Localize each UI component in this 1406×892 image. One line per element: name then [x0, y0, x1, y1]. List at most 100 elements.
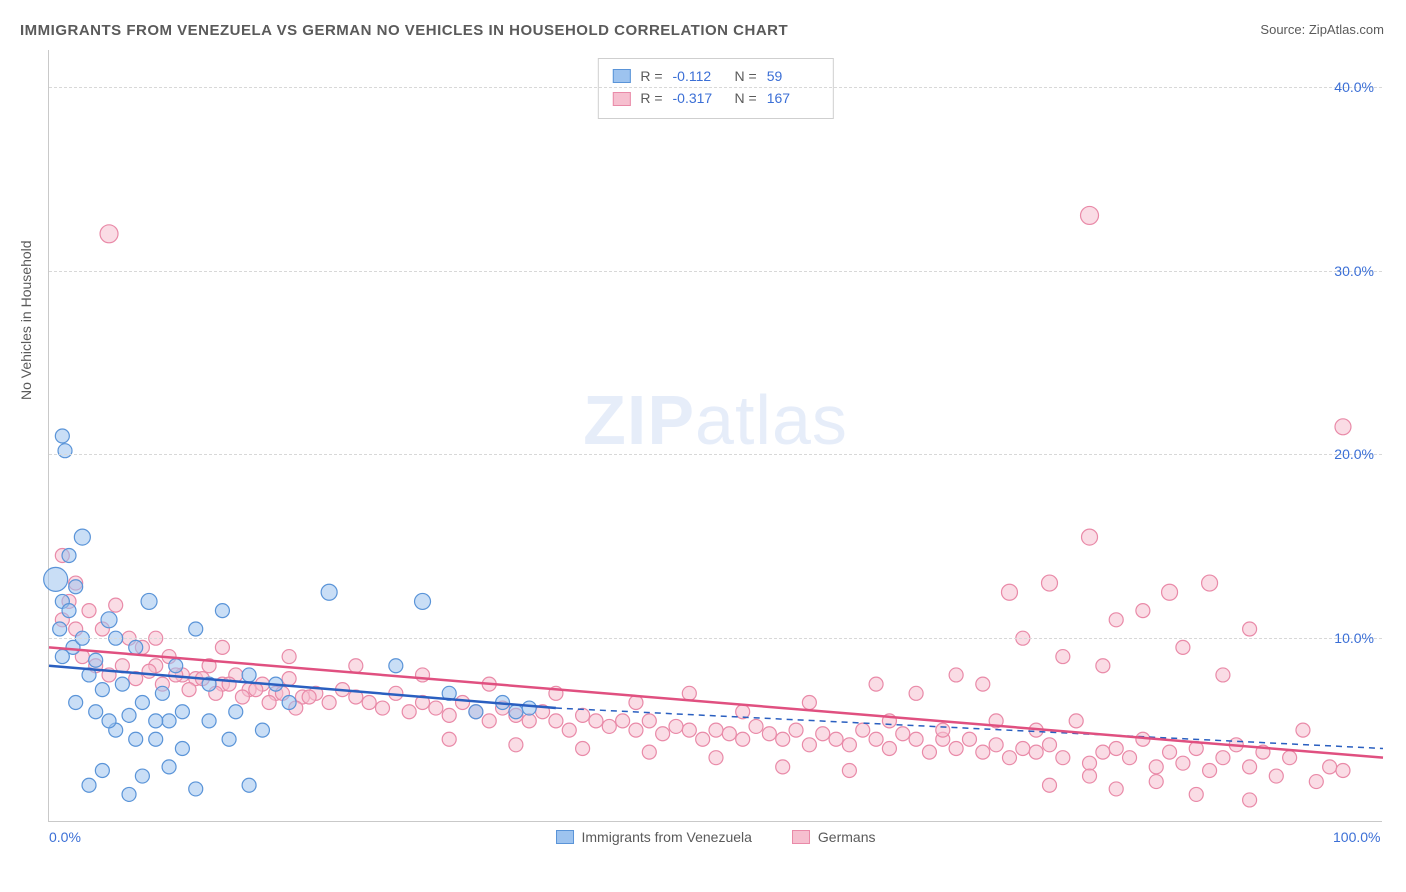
- data-point: [909, 686, 923, 700]
- legend-label: Immigrants from Venezuela: [582, 829, 752, 845]
- data-point: [549, 714, 563, 728]
- data-point: [95, 683, 109, 697]
- chart-title: IMMIGRANTS FROM VENEZUELA VS GERMAN NO V…: [20, 22, 788, 39]
- data-point: [682, 723, 696, 737]
- x-tick-label: 100.0%: [1333, 829, 1380, 845]
- source-attribution: Source: ZipAtlas.com: [1260, 22, 1384, 37]
- data-point: [55, 429, 69, 443]
- data-point: [142, 664, 156, 678]
- data-point: [1216, 668, 1230, 682]
- data-point: [1149, 760, 1163, 774]
- data-point: [949, 741, 963, 755]
- data-point: [482, 714, 496, 728]
- data-point: [522, 701, 536, 715]
- data-point: [1335, 419, 1351, 435]
- x-tick-label: 0.0%: [49, 829, 81, 845]
- data-point: [1162, 584, 1178, 600]
- data-point: [616, 714, 630, 728]
- data-point: [215, 604, 229, 618]
- data-point: [1109, 613, 1123, 627]
- data-point: [58, 444, 72, 458]
- y-tick-label: 40.0%: [1334, 79, 1374, 95]
- data-point: [122, 708, 136, 722]
- data-point: [389, 659, 403, 673]
- data-point: [856, 723, 870, 737]
- data-point: [1096, 745, 1110, 759]
- data-point: [74, 529, 90, 545]
- data-point: [642, 745, 656, 759]
- y-tick-label: 30.0%: [1334, 263, 1374, 279]
- data-point: [976, 677, 990, 691]
- data-point: [175, 741, 189, 755]
- data-point: [696, 732, 710, 746]
- data-point: [456, 696, 470, 710]
- data-point: [1081, 206, 1099, 224]
- source-value: ZipAtlas.com: [1309, 22, 1384, 37]
- data-point: [262, 696, 276, 710]
- data-point: [1082, 529, 1098, 545]
- data-point: [909, 732, 923, 746]
- legend-item: Germans: [792, 829, 876, 845]
- scatter-svg: [49, 50, 1382, 821]
- data-point: [115, 677, 129, 691]
- data-point: [282, 650, 296, 664]
- data-point: [44, 567, 68, 591]
- data-point: [175, 705, 189, 719]
- data-point: [776, 760, 790, 774]
- gridline: [49, 638, 1382, 639]
- data-point: [1096, 659, 1110, 673]
- data-point: [682, 686, 696, 700]
- data-point: [255, 723, 269, 737]
- data-point: [249, 683, 263, 697]
- data-point: [429, 701, 443, 715]
- data-point: [1056, 650, 1070, 664]
- data-point: [1189, 787, 1203, 801]
- data-point: [89, 653, 103, 667]
- source-label: Source:: [1260, 22, 1305, 37]
- data-point: [1269, 769, 1283, 783]
- data-point: [69, 580, 83, 594]
- data-point: [189, 622, 203, 636]
- data-point: [589, 714, 603, 728]
- data-point: [362, 696, 376, 710]
- data-point: [642, 714, 656, 728]
- data-point: [322, 696, 336, 710]
- data-point: [62, 604, 76, 618]
- data-point: [509, 705, 523, 719]
- data-point: [1109, 741, 1123, 755]
- data-point: [242, 668, 256, 682]
- data-point: [1336, 764, 1350, 778]
- data-point: [656, 727, 670, 741]
- data-point: [1243, 760, 1257, 774]
- data-point: [1203, 764, 1217, 778]
- data-point: [141, 593, 157, 609]
- data-point: [122, 787, 136, 801]
- data-point: [155, 686, 169, 700]
- y-tick-label: 20.0%: [1334, 446, 1374, 462]
- data-point: [53, 622, 67, 636]
- data-point: [602, 719, 616, 733]
- data-point: [109, 598, 123, 612]
- data-point: [102, 714, 116, 728]
- data-point: [789, 723, 803, 737]
- data-point: [722, 727, 736, 741]
- data-point: [669, 719, 683, 733]
- gridline: [49, 87, 1382, 88]
- data-point: [1323, 760, 1337, 774]
- data-point: [922, 745, 936, 759]
- data-point: [302, 690, 316, 704]
- data-point: [1043, 738, 1057, 752]
- data-point: [576, 708, 590, 722]
- legend-item: Immigrants from Venezuela: [556, 829, 752, 845]
- data-point: [629, 696, 643, 710]
- data-point: [282, 696, 296, 710]
- data-point: [802, 696, 816, 710]
- data-point: [442, 708, 456, 722]
- data-point: [469, 705, 483, 719]
- data-point: [1202, 575, 1218, 591]
- data-point: [736, 705, 750, 719]
- data-point: [129, 732, 143, 746]
- data-point: [129, 640, 143, 654]
- data-point: [229, 705, 243, 719]
- data-point: [1163, 745, 1177, 759]
